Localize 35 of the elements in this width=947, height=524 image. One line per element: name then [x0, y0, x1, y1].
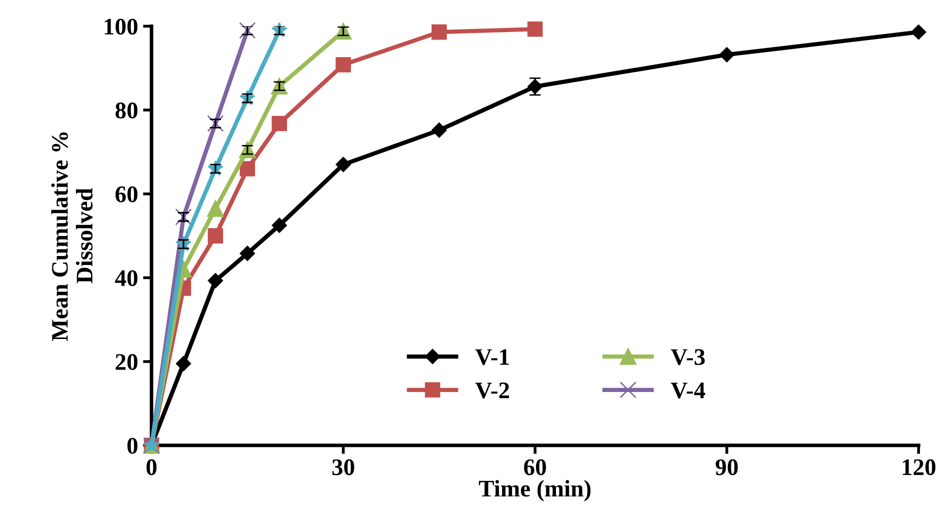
point — [175, 208, 192, 226]
point — [207, 115, 224, 132]
x-tick-label: 60 — [524, 459, 546, 476]
point — [272, 218, 287, 233]
point — [208, 273, 224, 288]
point — [208, 228, 224, 244]
point — [240, 246, 255, 261]
point — [176, 356, 192, 372]
point — [432, 24, 447, 40]
y-tick-label: 80 — [116, 102, 138, 118]
y-tick-label: 40 — [115, 270, 138, 286]
point — [911, 24, 926, 40]
point — [432, 122, 447, 138]
legend-label: V-1 — [475, 349, 509, 366]
point — [239, 22, 256, 39]
legend-label: V-4 — [670, 382, 706, 399]
legend-label: V-2 — [475, 382, 510, 399]
x-tick-label: 30 — [332, 459, 354, 476]
point — [336, 57, 351, 72]
point — [719, 47, 734, 62]
y-tick-label: 60 — [116, 186, 138, 202]
x-tick-label: 120 — [902, 459, 936, 476]
y-tick-label: 0 — [127, 438, 138, 454]
y-tick-label: 100 — [104, 18, 138, 35]
x-tick-label: 90 — [716, 459, 738, 476]
x-tick-label: 0 — [146, 459, 157, 476]
point — [336, 156, 351, 172]
y-axis-title: Mean Cumulative % Dissolved — [51, 132, 93, 341]
point — [272, 116, 288, 132]
point — [207, 200, 224, 217]
y-tick-label: 20 — [116, 354, 138, 370]
point — [527, 21, 543, 37]
legend-label: V-3 — [670, 349, 705, 366]
x-axis-title: Time (min) — [478, 480, 591, 502]
point — [240, 161, 256, 176]
